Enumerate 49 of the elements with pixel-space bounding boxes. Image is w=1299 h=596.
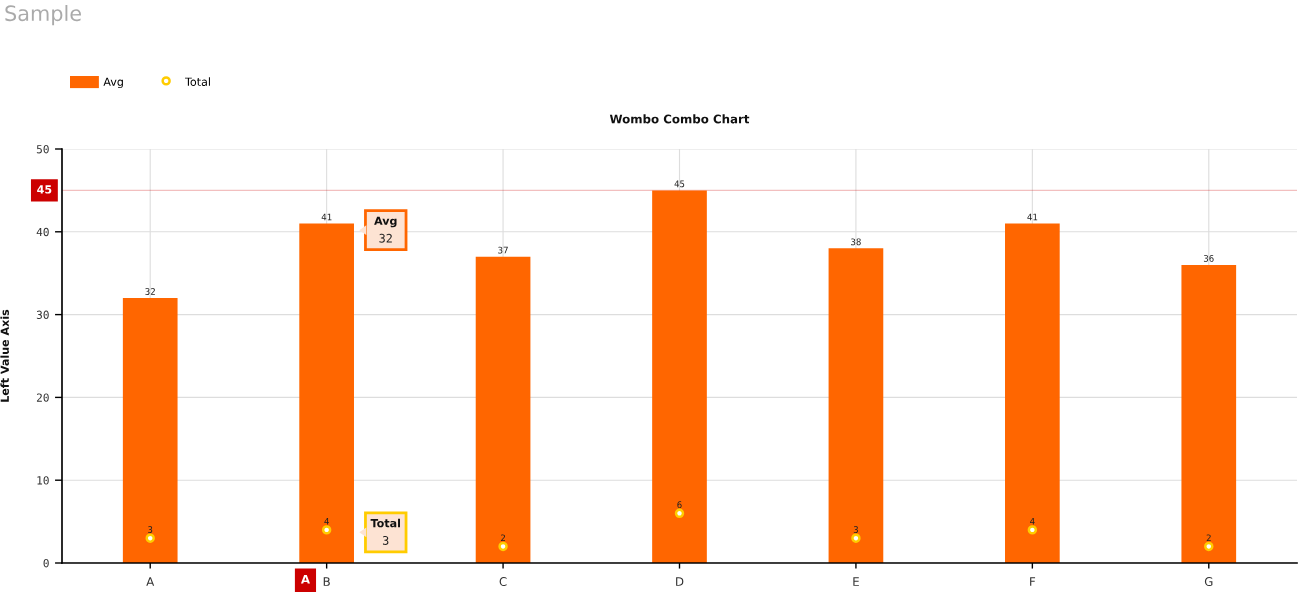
y-tick-label: 50 [36,145,49,154]
annotation: Total 3 [370,518,400,545]
data-label: 45 [674,180,685,188]
legend-label: Total [184,77,210,86]
data-label: 2 [1206,534,1211,542]
point [145,533,155,543]
chart-title: Sample [5,5,82,26]
legend-label: Avg [103,77,123,89]
y-tick-label: 0 [43,559,49,568]
x-tick-label: C [499,577,507,587]
data-label: 4 [324,517,329,525]
data-label: 36 [1203,254,1214,262]
point [674,508,685,519]
data-label: 38 [851,238,861,246]
x-tick-label: E [853,577,859,586]
data-label: 37 [498,246,508,254]
y-tick-label: 30 [36,310,49,320]
point [498,541,508,552]
x-tick-label: D [676,577,684,586]
y-tick-label: 40 [36,227,49,237]
point [851,533,861,543]
y-tick-label: 20 [36,393,49,402]
bar [652,190,707,563]
y-axis-title: Left Value Axis [0,309,9,402]
data-label: 3 [853,526,858,533]
point [321,525,332,535]
data-label: 4 [1030,517,1035,525]
x-tick-label: A [146,577,155,586]
bar [1181,264,1237,563]
bar [299,223,354,563]
point [1204,541,1214,552]
bar [475,256,531,563]
chart-subtitle: Wombo Combo Chart [609,114,750,124]
data-label: 2 [501,534,506,542]
data-label: 32 [145,288,155,295]
data-label: 6 [677,501,682,509]
bar [1005,223,1060,563]
x-tick-label: F [1030,577,1036,586]
point [1027,525,1038,535]
y-tick-label: 10 [37,476,49,485]
annotation: Avg 32 [374,216,397,243]
x-tick-label: G [1204,577,1213,587]
data-label: 3 [148,526,153,533]
data-label: 41 [1027,213,1038,221]
bar [828,248,884,563]
data-label: 41 [321,213,332,221]
x-tick-label: B [323,577,330,586]
bar [122,298,178,563]
ref-line-label: 45 [37,185,52,194]
